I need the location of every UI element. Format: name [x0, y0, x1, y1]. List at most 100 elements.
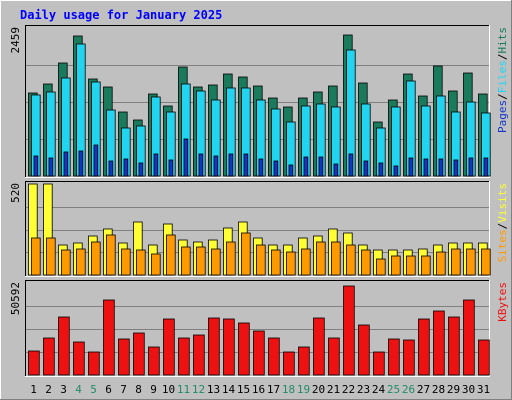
bar-kbytes-day-31	[478, 339, 490, 376]
bar-kbytes-day-27	[418, 318, 430, 376]
bar-pages-day-25	[393, 165, 399, 177]
bar-pages-day-3	[63, 151, 69, 177]
y-axis-label-part: KBytes	[496, 282, 509, 322]
x-tick-label-day-23: 23	[357, 383, 370, 396]
bar-kbytes-day-28	[433, 310, 445, 376]
x-tick-label-day-1: 1	[30, 383, 37, 396]
bar-kbytes-day-7	[118, 338, 130, 376]
panel-visits-sites: 520 Sites/Visits	[9, 181, 509, 277]
bar-kbytes-day-10	[163, 318, 175, 376]
bar-pages-day-24	[378, 162, 384, 177]
bar-pages-day-27	[423, 158, 429, 177]
bar-pages-day-11	[183, 138, 189, 177]
y-axis-label-part: Hits	[496, 27, 509, 54]
bar-sites-day-1	[31, 237, 41, 276]
bar-kbytes-day-9	[148, 346, 160, 376]
bar-sites-day-24	[376, 258, 386, 276]
bar-pages-day-4	[78, 150, 84, 177]
x-tick-label-day-8: 8	[135, 383, 142, 396]
x-axis-labels: 1 2 3 4 5 6 7 8 9 10 11 12 13 14 15 16 17 18 19 20 21 22 23 24 2…	[30, 383, 490, 396]
chart-panels: 2459Pages/Files/Hits520Sites/Visits50592…	[9, 25, 509, 377]
bar-sites-day-21	[331, 241, 341, 276]
x-tick-label-day-7: 7	[120, 383, 127, 396]
x-tick-label-day-26: 26	[402, 383, 415, 396]
bar-kbytes-day-29	[448, 316, 460, 376]
x-tick-label-day-27: 27	[417, 383, 430, 396]
bar-sites-day-11	[181, 246, 191, 276]
bar-kbytes-day-15	[238, 322, 250, 376]
x-tick-label-day-2: 2	[45, 383, 52, 396]
bar-kbytes-day-21	[328, 337, 340, 376]
bar-pages-day-15	[243, 153, 249, 177]
bar-pages-day-28	[438, 158, 444, 177]
bar-sites-day-8	[136, 249, 146, 276]
bar-kbytes-day-5	[88, 351, 100, 376]
bar-pages-day-21	[333, 163, 339, 177]
bar-sites-day-31	[481, 248, 491, 276]
panel-kbytes: 50592 KBytes	[9, 280, 509, 377]
bar-kbytes-day-13	[208, 317, 220, 376]
bar-kbytes-day-24	[373, 351, 385, 376]
bar-sites-day-7	[121, 248, 131, 276]
bar-kbytes-day-12	[193, 334, 205, 376]
y-axis-label: Sites/Visits	[496, 183, 509, 263]
y-axis-label-part: /	[496, 54, 509, 61]
x-tick-label-day-12: 12	[192, 383, 205, 396]
bar-pages-day-5	[93, 144, 99, 177]
y-axis-label-part: Sites	[496, 229, 509, 262]
bar-kbytes-day-23	[358, 324, 370, 376]
x-tick-label-day-19: 19	[297, 383, 310, 396]
bar-kbytes-day-22	[343, 285, 355, 376]
bar-sites-day-14	[226, 241, 236, 276]
x-tick-label-day-29: 29	[447, 383, 460, 396]
bar-pages-day-13	[213, 155, 219, 177]
bar-pages-day-9	[153, 153, 159, 177]
x-tick-label-day-31: 31	[477, 383, 490, 396]
bar-pages-day-26	[408, 157, 414, 177]
bar-kbytes-day-1	[28, 350, 40, 376]
bar-sites-day-28	[436, 251, 446, 276]
bar-sites-day-25	[391, 255, 401, 276]
x-tick-label-day-18: 18	[282, 383, 295, 396]
y-axis-label-part: Pages	[496, 100, 509, 133]
y-axis-label: Pages/Files/Hits	[496, 27, 509, 133]
x-tick-label-day-9: 9	[150, 383, 157, 396]
x-tick-label-day-28: 28	[432, 383, 445, 396]
bar-kbytes-day-4	[73, 341, 85, 376]
y-axis-label: KBytes	[496, 282, 509, 322]
bar-sites-day-16	[256, 244, 266, 276]
bar-pages-day-30	[468, 157, 474, 177]
x-tick-label-day-11: 11	[177, 383, 190, 396]
bar-kbytes-day-25	[388, 338, 400, 376]
x-tick-label-day-21: 21	[327, 383, 340, 396]
bar-sites-day-18	[286, 251, 296, 276]
bar-sites-day-30	[466, 248, 476, 276]
x-tick-label-day-10: 10	[162, 383, 175, 396]
bar-pages-day-18	[288, 164, 294, 177]
bar-sites-day-19	[301, 248, 311, 276]
bar-sites-day-9	[151, 253, 161, 276]
y-tick-label: 2459	[9, 27, 22, 54]
bar-kbytes-day-11	[178, 337, 190, 376]
bar-kbytes-day-20	[313, 317, 325, 376]
x-tick-label-day-13: 13	[207, 383, 220, 396]
bar-kbytes-day-16	[253, 330, 265, 376]
bar-sites-day-27	[421, 255, 431, 276]
bar-sites-day-15	[241, 232, 251, 276]
y-tick-label: 50592	[9, 282, 22, 315]
x-tick-label-day-14: 14	[222, 383, 236, 396]
bar-sites-day-3	[61, 249, 71, 276]
bar-sites-day-10	[166, 234, 176, 276]
x-tick-label-day-15: 15	[237, 383, 250, 396]
x-tick-label-day-17: 17	[267, 383, 280, 396]
y-axis-label-part: /	[496, 223, 509, 230]
x-tick-label-day-3: 3	[60, 383, 67, 396]
bar-pages-day-2	[48, 157, 54, 177]
bar-kbytes-day-30	[463, 299, 475, 376]
bar-pages-day-12	[198, 153, 204, 177]
chart-title: Daily usage for January 2025	[20, 8, 222, 22]
bar-kbytes-day-14	[223, 318, 235, 376]
x-tick-label-day-4: 4	[75, 383, 82, 396]
bar-pages-day-17	[273, 160, 279, 177]
bar-kbytes-day-18	[283, 351, 295, 376]
